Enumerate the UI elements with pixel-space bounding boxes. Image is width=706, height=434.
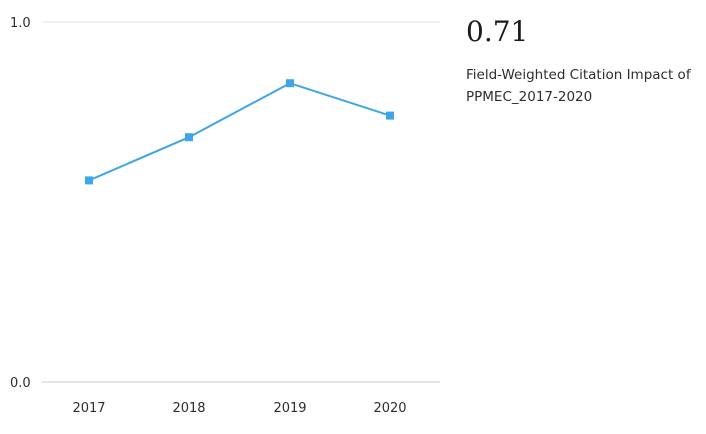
series-markers (85, 79, 394, 185)
metric-panel: 0.71 Field-Weighted Citation Impact of P… (466, 14, 702, 108)
x-tick-label-2020: 2020 (373, 401, 406, 416)
data-point-2017 (85, 176, 93, 185)
y-tick-label-min: 0.0 (10, 376, 31, 391)
metric-caption: Field-Weighted Citation Impact of PPMEC_… (466, 67, 691, 105)
metric-value: 0.71 (466, 15, 529, 48)
x-tick-label-2018: 2018 (172, 401, 205, 416)
line-chart: 1.0 0.0 2017 2018 2019 2020 (10, 16, 440, 416)
x-tick-label-2017: 2017 (72, 401, 105, 416)
data-point-2020 (386, 111, 394, 120)
y-tick-label-max: 1.0 (10, 16, 31, 31)
x-tick-labels: 2017 2018 2019 2020 (72, 401, 406, 416)
x-tick-label-2019: 2019 (273, 401, 306, 416)
data-point-2018 (185, 133, 193, 142)
series-line (88, 82, 391, 182)
data-point-2019 (286, 79, 294, 88)
